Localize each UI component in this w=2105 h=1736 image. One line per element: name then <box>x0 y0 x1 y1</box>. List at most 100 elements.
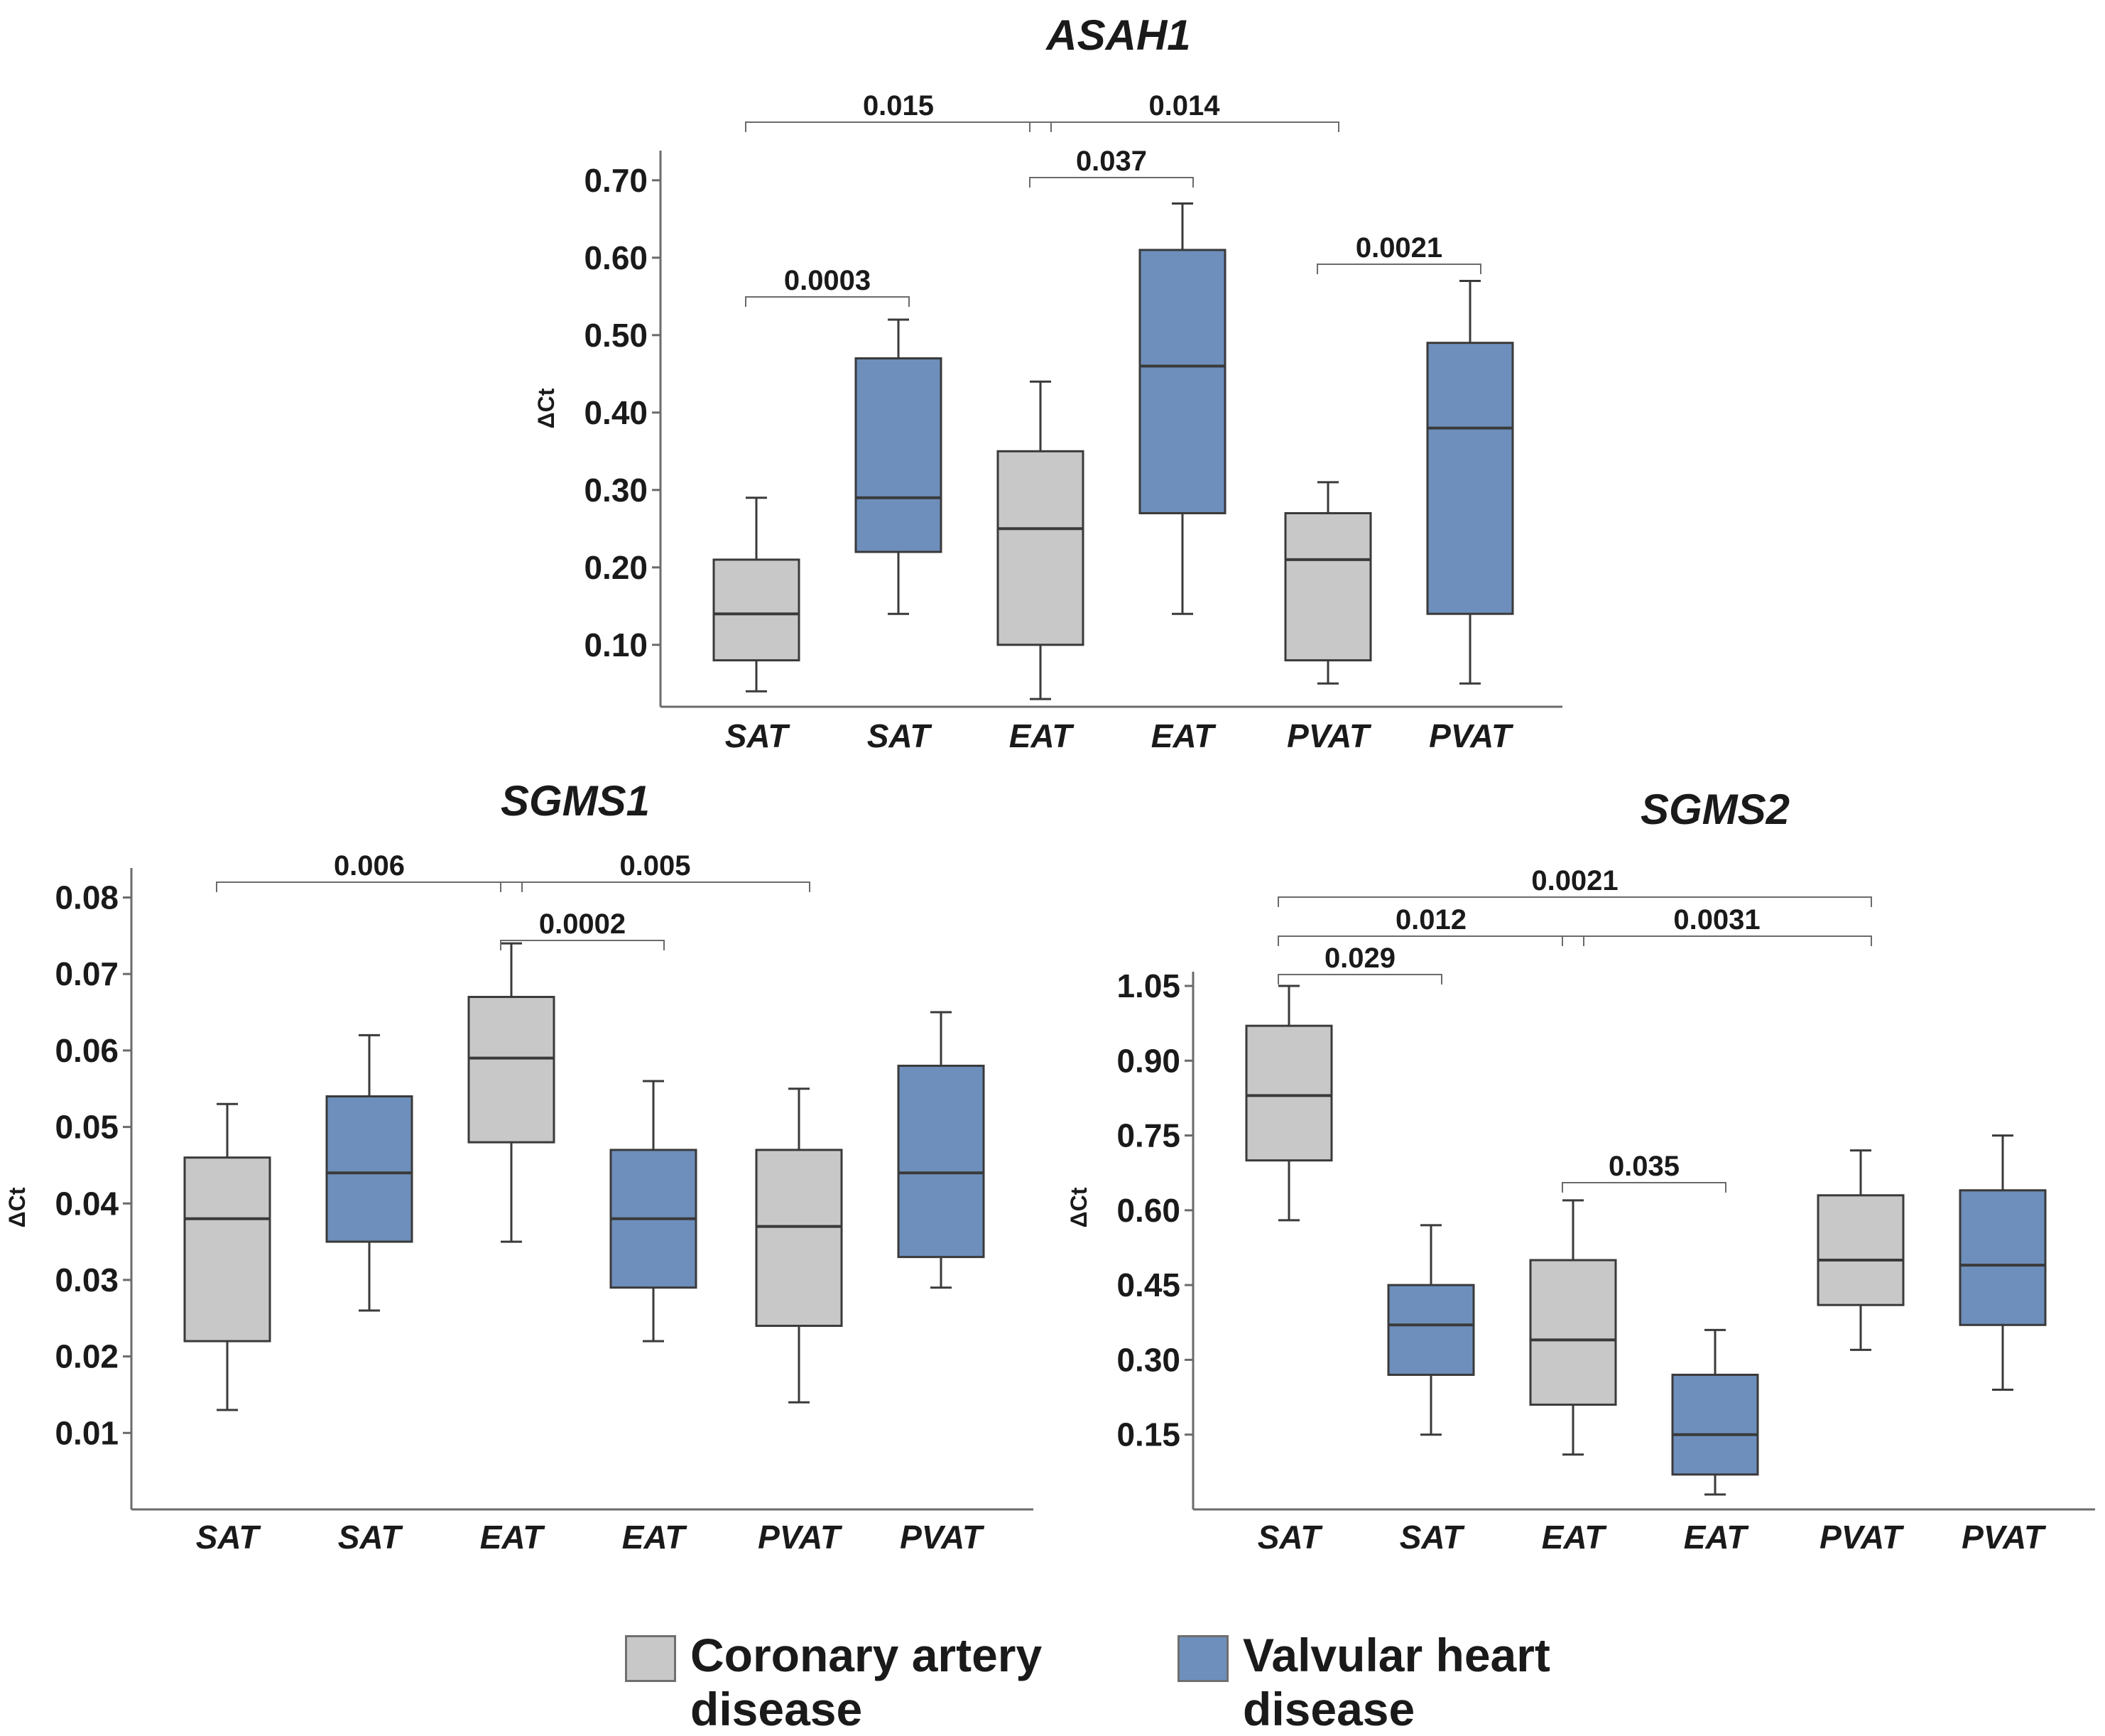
asah1-bracket-label-2: 0.037 <box>1076 146 1147 177</box>
asah1-iqr-5 <box>1426 342 1514 615</box>
sgms2-iqr-0 <box>1245 1024 1333 1162</box>
sgms2-box-5 <box>1959 1134 2047 1391</box>
asah1-bracket-3 <box>745 296 910 307</box>
sgms1-iqr-5 <box>897 1064 985 1259</box>
asah1-iqr-2 <box>996 450 1084 646</box>
sgms1-ytick-label-4: 0.05 <box>55 1109 119 1146</box>
sgms2-xtick-label-2: EAT <box>1542 1519 1607 1556</box>
sgms2-bracket-label-0: 0.0021 <box>1531 865 1618 896</box>
sgms1-box-4 <box>755 1087 843 1404</box>
sgms1-xtick-label-0: SAT <box>196 1519 261 1556</box>
sgms1-ytick-label-6: 0.07 <box>55 955 119 992</box>
legend-label-vhd: Valvular heart disease <box>1243 1629 1550 1735</box>
asah1-bracket-0 <box>745 121 1052 132</box>
sgms1-xtick-label-3: EAT <box>622 1519 687 1556</box>
sgms1-bracket-0 <box>216 881 523 892</box>
asah1-box-0 <box>712 497 800 693</box>
asah1-xtick-label-4: PVAT <box>1287 717 1372 754</box>
sgms2-bracket-3 <box>1278 974 1442 984</box>
asah1-iqr-0 <box>712 558 800 662</box>
sgms1-bracket-label-2: 0.0002 <box>539 908 626 940</box>
sgms2-ytick-label-2: 0.45 <box>1116 1266 1180 1303</box>
sgms2-xtick-label-5: PVAT <box>1962 1519 2047 1556</box>
sgms2-bracket-label-4: 0.035 <box>1609 1151 1680 1182</box>
asah1-ytick-label-0: 0.10 <box>584 626 648 663</box>
asah1-box-2 <box>996 380 1084 700</box>
sgms1-xtick-label-4: PVAT <box>758 1519 843 1556</box>
asah1-xtick-label-3: EAT <box>1151 717 1217 754</box>
sgms1-box-2 <box>467 942 555 1243</box>
sgms1-title: SGMS1 <box>501 777 650 825</box>
sgms2-ytick-label-6: 1.05 <box>1116 967 1180 1004</box>
asah1-box-3 <box>1138 202 1226 615</box>
sgms2-iqr-4 <box>1817 1194 1905 1306</box>
sgms2-bracket-4 <box>1562 1182 1726 1193</box>
sgms1-box-3 <box>609 1080 697 1342</box>
asah1-bracket-label-4: 0.0021 <box>1356 232 1442 264</box>
asah1-ylabel: ΔCt <box>533 388 559 428</box>
asah1-box-4 <box>1284 481 1372 685</box>
legend-item-cad: Coronary artery disease <box>625 1628 1088 1736</box>
sgms2-ytick-label-4: 0.75 <box>1116 1117 1180 1154</box>
legend-label-cad: Coronary artery disease <box>690 1629 1043 1735</box>
sgms2-iqr-5 <box>1959 1189 2047 1326</box>
asah1-box-5 <box>1426 280 1514 685</box>
asah1-bracket-label-0: 0.015 <box>863 90 934 121</box>
asah1-iqr-3 <box>1138 249 1226 514</box>
asah1-bracket-4 <box>1317 264 1481 274</box>
sgms2-ylabel: ΔCt <box>1066 1187 1092 1227</box>
sgms2-xtick-label-1: SAT <box>1400 1519 1465 1556</box>
asah1-bracket-label-3: 0.0003 <box>784 265 871 296</box>
sgms2-ytick-label-5: 0.90 <box>1116 1042 1180 1079</box>
asah1-xtick-label-2: EAT <box>1009 717 1075 754</box>
legend-swatch-vhd <box>1177 1635 1229 1682</box>
panel-asah1: ASAH1 0.10 0.20 0.30 0.40 0.50 0.60 0.70 ΔCt SAT S… <box>533 11 1562 754</box>
sgms1-iqr-4 <box>755 1149 843 1328</box>
sgms1-ylabel: ΔCt <box>4 1187 30 1227</box>
sgms2-ytick-label-0: 0.15 <box>1116 1416 1180 1453</box>
asah1-ytick-label-6: 0.70 <box>584 162 648 199</box>
sgms2-ytick-label-3: 0.60 <box>1116 1192 1180 1229</box>
sgms2-bracket-label-1: 0.012 <box>1396 904 1467 935</box>
asah1-xtick-label-5: PVAT <box>1429 717 1514 754</box>
asah1-bracket-label-1: 0.014 <box>1148 90 1220 121</box>
sgms2-box-1 <box>1387 1224 1475 1436</box>
asah1-ytick-label-5: 0.60 <box>584 239 648 276</box>
sgms2-title: SGMS2 <box>1641 786 1790 833</box>
sgms1-xtick-label-5: PVAT <box>900 1519 985 1556</box>
asah1-box-1 <box>854 318 942 615</box>
sgms2-bracket-1 <box>1278 935 1584 946</box>
panel-sgms1: SGMS1 0.01 0.02 0.03 0.04 0.05 0.06 0.07 0.08 ΔCt… <box>4 777 1033 1556</box>
sgms1-bracket-label-1: 0.005 <box>619 850 690 881</box>
asah1-bracket-2 <box>1029 177 1194 188</box>
sgms1-ytick-label-3: 0.04 <box>55 1185 119 1222</box>
sgms2-xtick-label-4: PVAT <box>1820 1519 1905 1556</box>
sgms2-box-4 <box>1817 1149 1905 1351</box>
sgms1-ytick-label-5: 0.06 <box>55 1032 119 1069</box>
sgms2-bracket-label-3: 0.029 <box>1325 943 1396 974</box>
sgms2-bracket-2 <box>1562 935 1872 946</box>
sgms1-ytick-label-2: 0.03 <box>55 1262 119 1298</box>
asah1-xtick-label-0: SAT <box>725 717 790 754</box>
sgms1-iqr-2 <box>467 996 555 1144</box>
sgms2-ytick-label-1: 0.30 <box>1116 1341 1180 1378</box>
asah1-iqr-4 <box>1284 512 1372 662</box>
sgms2-box-2 <box>1529 1199 1617 1456</box>
sgms2-box-3 <box>1671 1328 1759 1496</box>
sgms1-bracket-label-0: 0.006 <box>334 850 405 881</box>
asah1-ytick-label-4: 0.50 <box>584 317 648 354</box>
sgms1-iqr-0 <box>183 1156 271 1342</box>
sgms1-xtick-label-2: EAT <box>480 1519 545 1556</box>
sgms1-bracket-2 <box>500 940 665 950</box>
panel-sgms2: SGMS2 0.15 0.30 0.45 0.60 0.75 0.90 1.05 ΔCt SAT S… <box>1066 786 2095 1556</box>
asah1-iqr-1 <box>854 357 942 553</box>
asah1-xtick-label-1: SAT <box>867 717 932 754</box>
sgms1-ytick-label-0: 0.01 <box>55 1414 119 1451</box>
sgms2-bracket-0 <box>1278 896 1872 907</box>
asah1-ytick-label-1: 0.20 <box>584 549 648 586</box>
asah1-title: ASAH1 <box>1045 11 1190 59</box>
asah1-ytick-label-3: 0.40 <box>584 394 648 431</box>
sgms1-box-0 <box>183 1102 271 1411</box>
sgms2-iqr-2 <box>1529 1259 1617 1406</box>
